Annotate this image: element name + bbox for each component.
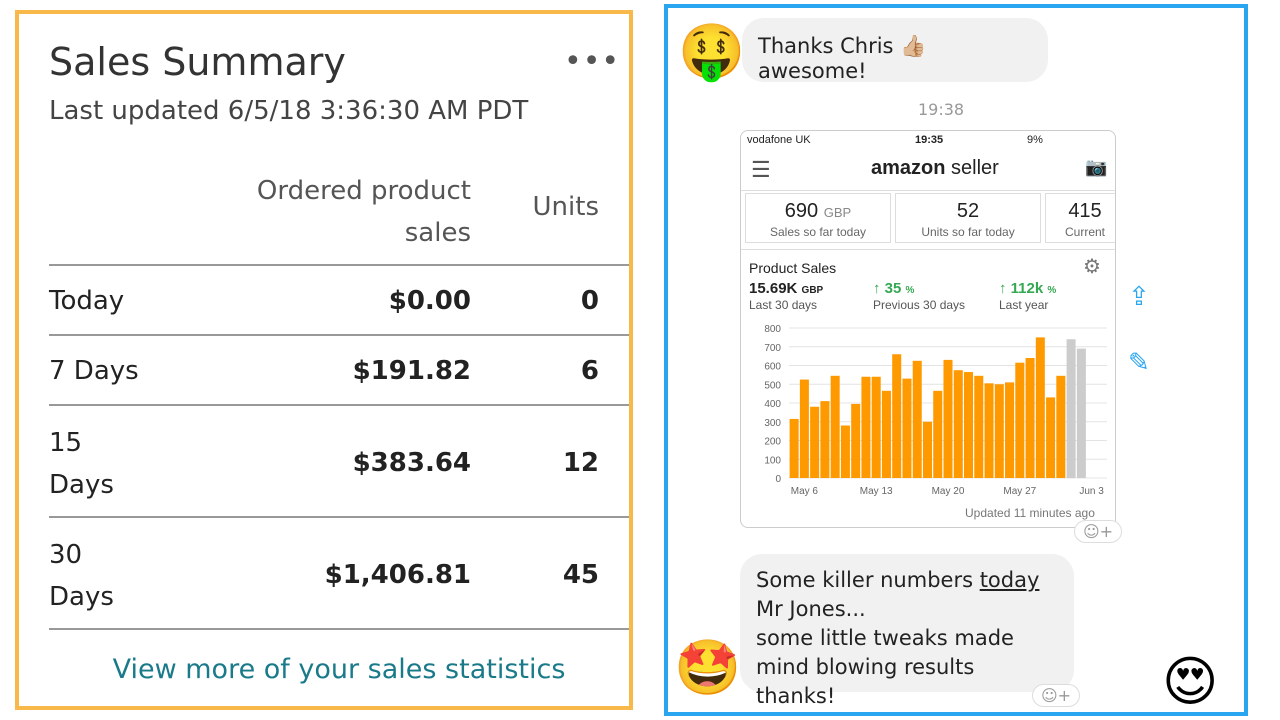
bar <box>810 406 820 478</box>
bar-partial <box>1066 339 1076 478</box>
y-tick-label: 0 <box>775 474 781 485</box>
metric: ↑ 112k % Last year <box>999 280 1057 312</box>
row-units: 45 <box>562 560 599 590</box>
edit-icon[interactable]: ✎ <box>1128 348 1150 378</box>
divider <box>49 516 629 518</box>
bar <box>964 372 974 478</box>
bar <box>840 425 850 478</box>
x-tick-label: May 13 <box>860 486 893 497</box>
bar <box>922 421 932 478</box>
carrier-label: vodafone UK <box>747 134 811 146</box>
bar <box>871 376 881 478</box>
screenshot-attachment[interactable]: vodafone UK 19:35 9% ☰ amazon seller 📷 6… <box>740 130 1116 528</box>
row-sales: $383.64 <box>352 448 471 478</box>
message-bubble: Some killer numbers today Mr Jones... so… <box>740 554 1074 708</box>
bar <box>1035 337 1045 478</box>
row-sales: $1,406.81 <box>324 560 471 590</box>
bar <box>861 376 871 478</box>
camera-icon: 📷 <box>1085 157 1108 177</box>
bar <box>830 375 840 478</box>
bar <box>943 359 953 478</box>
divider <box>49 628 629 630</box>
app-brand: amazon seller <box>871 157 999 179</box>
bar <box>912 360 922 478</box>
bar <box>953 370 963 478</box>
bar <box>881 390 891 478</box>
menu-icon: ☰ <box>751 157 771 182</box>
gear-icon: ⚙ <box>1083 256 1101 278</box>
reader-avatar-heart-eyes-icon: 😍 <box>1162 650 1219 713</box>
metric: ↑ 35 % Previous 30 days <box>873 280 966 312</box>
bar <box>984 383 994 478</box>
sales-summary-panel: Sales Summary ••• Last updated 6/5/18 3:… <box>15 10 633 710</box>
y-tick-label: 400 <box>764 399 781 410</box>
y-tick-label: 700 <box>764 343 781 354</box>
x-tick-label: Jun 3 <box>1079 486 1104 497</box>
bar <box>851 403 861 478</box>
updated-text: Updated 11 minutes ago <box>965 506 1095 520</box>
y-tick-label: 300 <box>764 418 781 429</box>
x-tick-label: May 20 <box>932 486 965 497</box>
stat-tile: 415 Current <box>1045 193 1115 243</box>
row-sales: $191.82 <box>352 356 471 386</box>
metric: 15.69K GBP Last 30 days <box>749 280 824 312</box>
message-timestamp: 19:38 <box>918 100 965 119</box>
bar <box>1056 375 1066 478</box>
share-icon[interactable]: ⇪ <box>1128 282 1150 312</box>
more-options-button[interactable]: ••• <box>564 44 621 79</box>
bar <box>892 354 902 478</box>
bar <box>789 418 799 478</box>
phone-status-bar: vodafone UK 19:35 9% <box>741 131 1115 149</box>
bar <box>933 390 943 478</box>
row-label: 7 Days <box>49 356 139 386</box>
row-units: 6 <box>580 356 599 386</box>
bar <box>1025 358 1035 478</box>
sender-avatar-star-struck-icon: 🤩 <box>674 636 742 699</box>
divider <box>49 404 629 406</box>
bar <box>1046 397 1056 478</box>
y-tick-label: 500 <box>764 380 781 391</box>
row-label: 30 Days <box>49 540 114 612</box>
stat-tile: 690 GBP Sales so far today <box>745 193 891 243</box>
product-sales-title: Product Sales <box>749 260 837 276</box>
row-units: 0 <box>580 286 599 316</box>
bar <box>799 379 809 478</box>
phone-clock: 19:35 <box>915 134 944 146</box>
bar <box>1005 382 1015 478</box>
bar <box>902 378 912 478</box>
bar <box>1015 362 1025 478</box>
message-bubble: Thanks Chris 👍🏼 awesome! <box>742 18 1048 83</box>
sender-avatar-money-face-icon: 🤑 <box>678 20 746 83</box>
sales-bar-chart: 0 100 200 300 400 500 600 700 800 May 6 May 13 May … <box>764 324 1107 497</box>
divider <box>49 334 629 336</box>
product-sales-card: Product Sales ⚙ 15.69K GBP Last 30 days … <box>741 249 1115 527</box>
bar <box>994 384 1004 478</box>
view-more-stats-link[interactable]: View more of your sales statistics <box>112 654 566 685</box>
x-tick-label: May 6 <box>791 486 819 497</box>
row-units: 12 <box>562 448 599 478</box>
bar <box>974 375 984 478</box>
y-tick-label: 100 <box>764 455 781 466</box>
last-updated-text: Last updated 6/5/18 3:36:30 AM PDT <box>49 96 529 126</box>
row-label: 15 Days <box>49 428 114 500</box>
bar <box>820 401 830 478</box>
y-tick-label: 200 <box>764 437 781 448</box>
stat-tile: 52 Units so far today <box>895 193 1041 243</box>
x-tick-label: May 27 <box>1003 486 1036 497</box>
column-header-units: Units <box>532 192 599 222</box>
bar-partial <box>1076 348 1086 478</box>
add-reaction-button[interactable]: ☺+ <box>1032 684 1081 707</box>
divider <box>49 264 629 266</box>
row-label: Today <box>49 286 125 316</box>
y-tick-label: 600 <box>764 362 781 373</box>
app-bar: ☰ amazon seller 📷 <box>741 151 1115 191</box>
row-sales: $0.00 <box>388 286 471 316</box>
battery-label: 9% <box>1027 134 1043 146</box>
add-reaction-button[interactable]: ☺+ <box>1074 520 1123 543</box>
chat-panel: 🤑 Thanks Chris 👍🏼 awesome! 19:38 vodafon… <box>664 4 1248 716</box>
y-tick-label: 800 <box>764 324 781 335</box>
column-header-sales: Ordered product sales <box>256 176 471 248</box>
panel-title: Sales Summary <box>49 40 346 84</box>
